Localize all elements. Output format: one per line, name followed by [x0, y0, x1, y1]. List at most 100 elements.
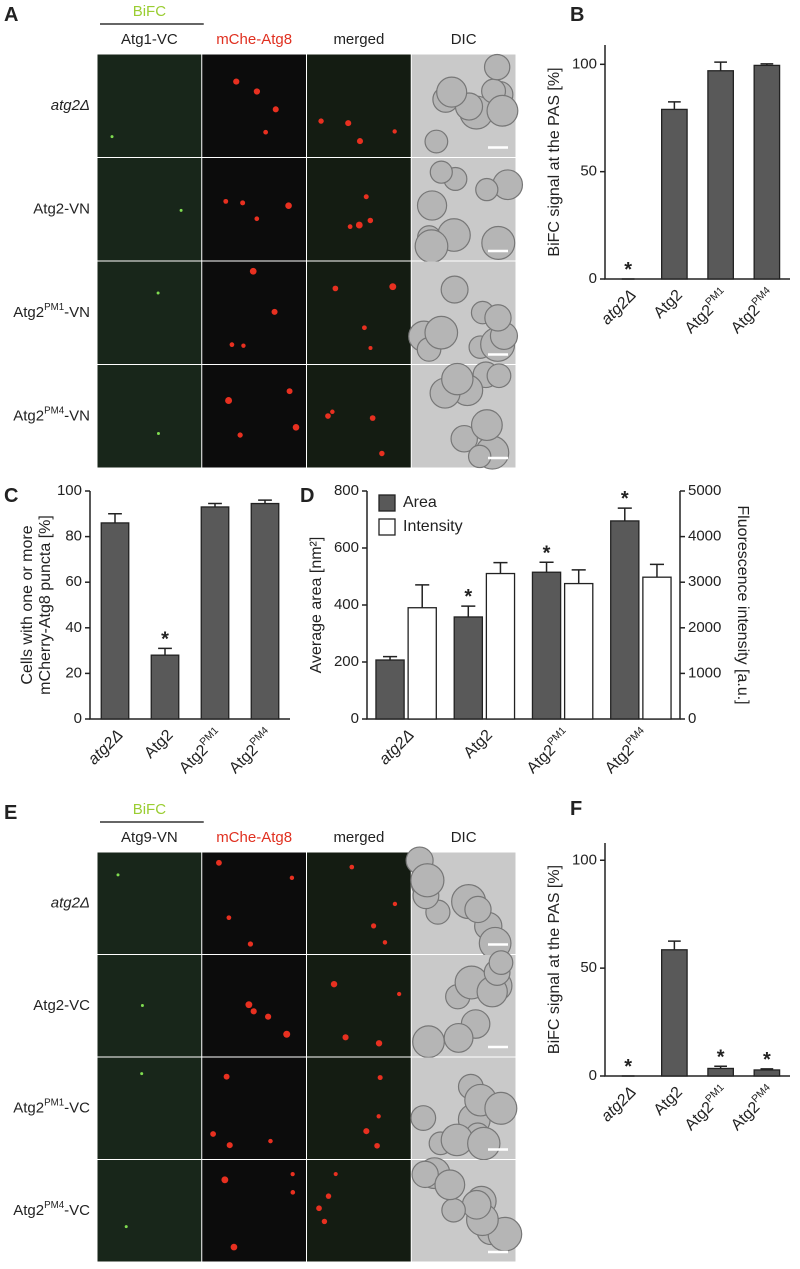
y2-tick-label: 0 [688, 710, 696, 727]
x-tick-label: Atg2 [651, 287, 686, 322]
punctum [333, 1171, 338, 1177]
punctum [392, 901, 398, 907]
group-label: BiFC [133, 801, 167, 818]
punctum [374, 1142, 380, 1149]
y2-tick-label: 5000 [688, 482, 721, 499]
punctum [156, 432, 160, 436]
row-label: Atg2PM4-VC [13, 1200, 90, 1219]
y-tick-label: 600 [334, 539, 359, 556]
cell-outline [434, 1169, 466, 1201]
error-bar [714, 1065, 727, 1069]
punctum [368, 345, 373, 351]
error-bar [258, 499, 272, 504]
punctum [223, 198, 229, 204]
punctum [289, 875, 295, 881]
punctum [330, 409, 335, 415]
punctum [233, 78, 240, 85]
cell-outline [414, 229, 449, 264]
punctum [263, 129, 269, 135]
x-tick-label: Atg2PM1 [175, 725, 227, 777]
x-tick-label: atg2Δ [598, 1084, 640, 1126]
cell-outline [486, 363, 512, 389]
legend-swatch [378, 494, 396, 512]
error-bar [571, 569, 586, 584]
cell-outline [461, 1189, 492, 1220]
micrograph [307, 261, 411, 364]
cell-outline [441, 1197, 466, 1223]
y-tick-label: 80 [65, 528, 82, 545]
significance-marker: * [763, 1049, 771, 1071]
bar [563, 582, 594, 720]
cell-outline [416, 190, 448, 221]
punctum [325, 1193, 332, 1199]
punctum [349, 864, 355, 870]
y2-tick-label: 1000 [688, 664, 721, 681]
punctum [389, 283, 397, 291]
error-bar [461, 605, 476, 617]
y2-tick-label: 2000 [688, 619, 721, 636]
error-bar [668, 101, 681, 110]
micrograph [202, 54, 306, 157]
punctum [247, 941, 254, 947]
significance-marker: * [464, 586, 472, 608]
y-tick-label: 20 [65, 664, 82, 681]
punctum [245, 1001, 253, 1009]
significance-marker: * [717, 1047, 725, 1069]
error-bar [415, 584, 430, 608]
error-bar [760, 63, 774, 66]
y-axis-label: mCherry-Atg8 puncta [%] [37, 515, 54, 695]
y-tick-label: 60 [65, 573, 82, 590]
cell-outline [475, 177, 499, 202]
punctum [272, 106, 279, 113]
column-label: mChe-Atg8 [216, 31, 292, 48]
punctum [345, 120, 352, 127]
micrograph [307, 158, 411, 261]
punctum [376, 1114, 381, 1119]
error-bar [649, 563, 665, 578]
punctum [241, 343, 246, 348]
group-label: BiFC [133, 3, 167, 20]
x-tick-label: Atg2 [651, 1084, 686, 1119]
cell-outline [450, 424, 478, 453]
punctum [221, 1176, 229, 1184]
bar [453, 616, 484, 720]
cell-outline [483, 53, 511, 81]
bar [707, 70, 734, 280]
bar [753, 64, 781, 280]
punctum [116, 873, 120, 877]
punctum [225, 397, 233, 405]
bar [610, 520, 640, 720]
row-label: atg2Δ [51, 894, 90, 911]
x-tick-label: Atg2 [142, 727, 177, 762]
cell-outline [484, 1091, 518, 1125]
significance-marker: * [624, 1056, 632, 1078]
punctum [316, 1205, 322, 1212]
micrograph [97, 54, 202, 157]
micrograph [307, 1160, 411, 1262]
panel-label: A [4, 4, 18, 26]
panel-label: E [4, 802, 17, 824]
micrograph [97, 261, 202, 364]
y-tick-label: 800 [334, 482, 359, 499]
row-label: Atg2PM4-VN [13, 405, 90, 424]
punctum [382, 940, 388, 945]
punctum [124, 1225, 128, 1229]
punctum [179, 208, 183, 212]
y-tick-label: 0 [74, 710, 82, 727]
y-tick-label: 0 [351, 710, 359, 727]
punctum [223, 1073, 230, 1080]
micrograph [307, 1057, 411, 1159]
bar [250, 502, 280, 720]
error-bar [668, 940, 681, 950]
micrograph [202, 158, 306, 261]
y2-tick-label: 3000 [688, 573, 721, 590]
y-axis-label: BiFC signal at the PAS [%] [546, 67, 563, 256]
cell-outline [488, 950, 514, 976]
punctum [286, 388, 293, 395]
bar [150, 654, 180, 720]
micrograph [307, 365, 411, 468]
cell-outline [486, 94, 519, 127]
punctum [371, 923, 377, 929]
error-bar [617, 507, 632, 521]
bar [707, 1067, 734, 1077]
